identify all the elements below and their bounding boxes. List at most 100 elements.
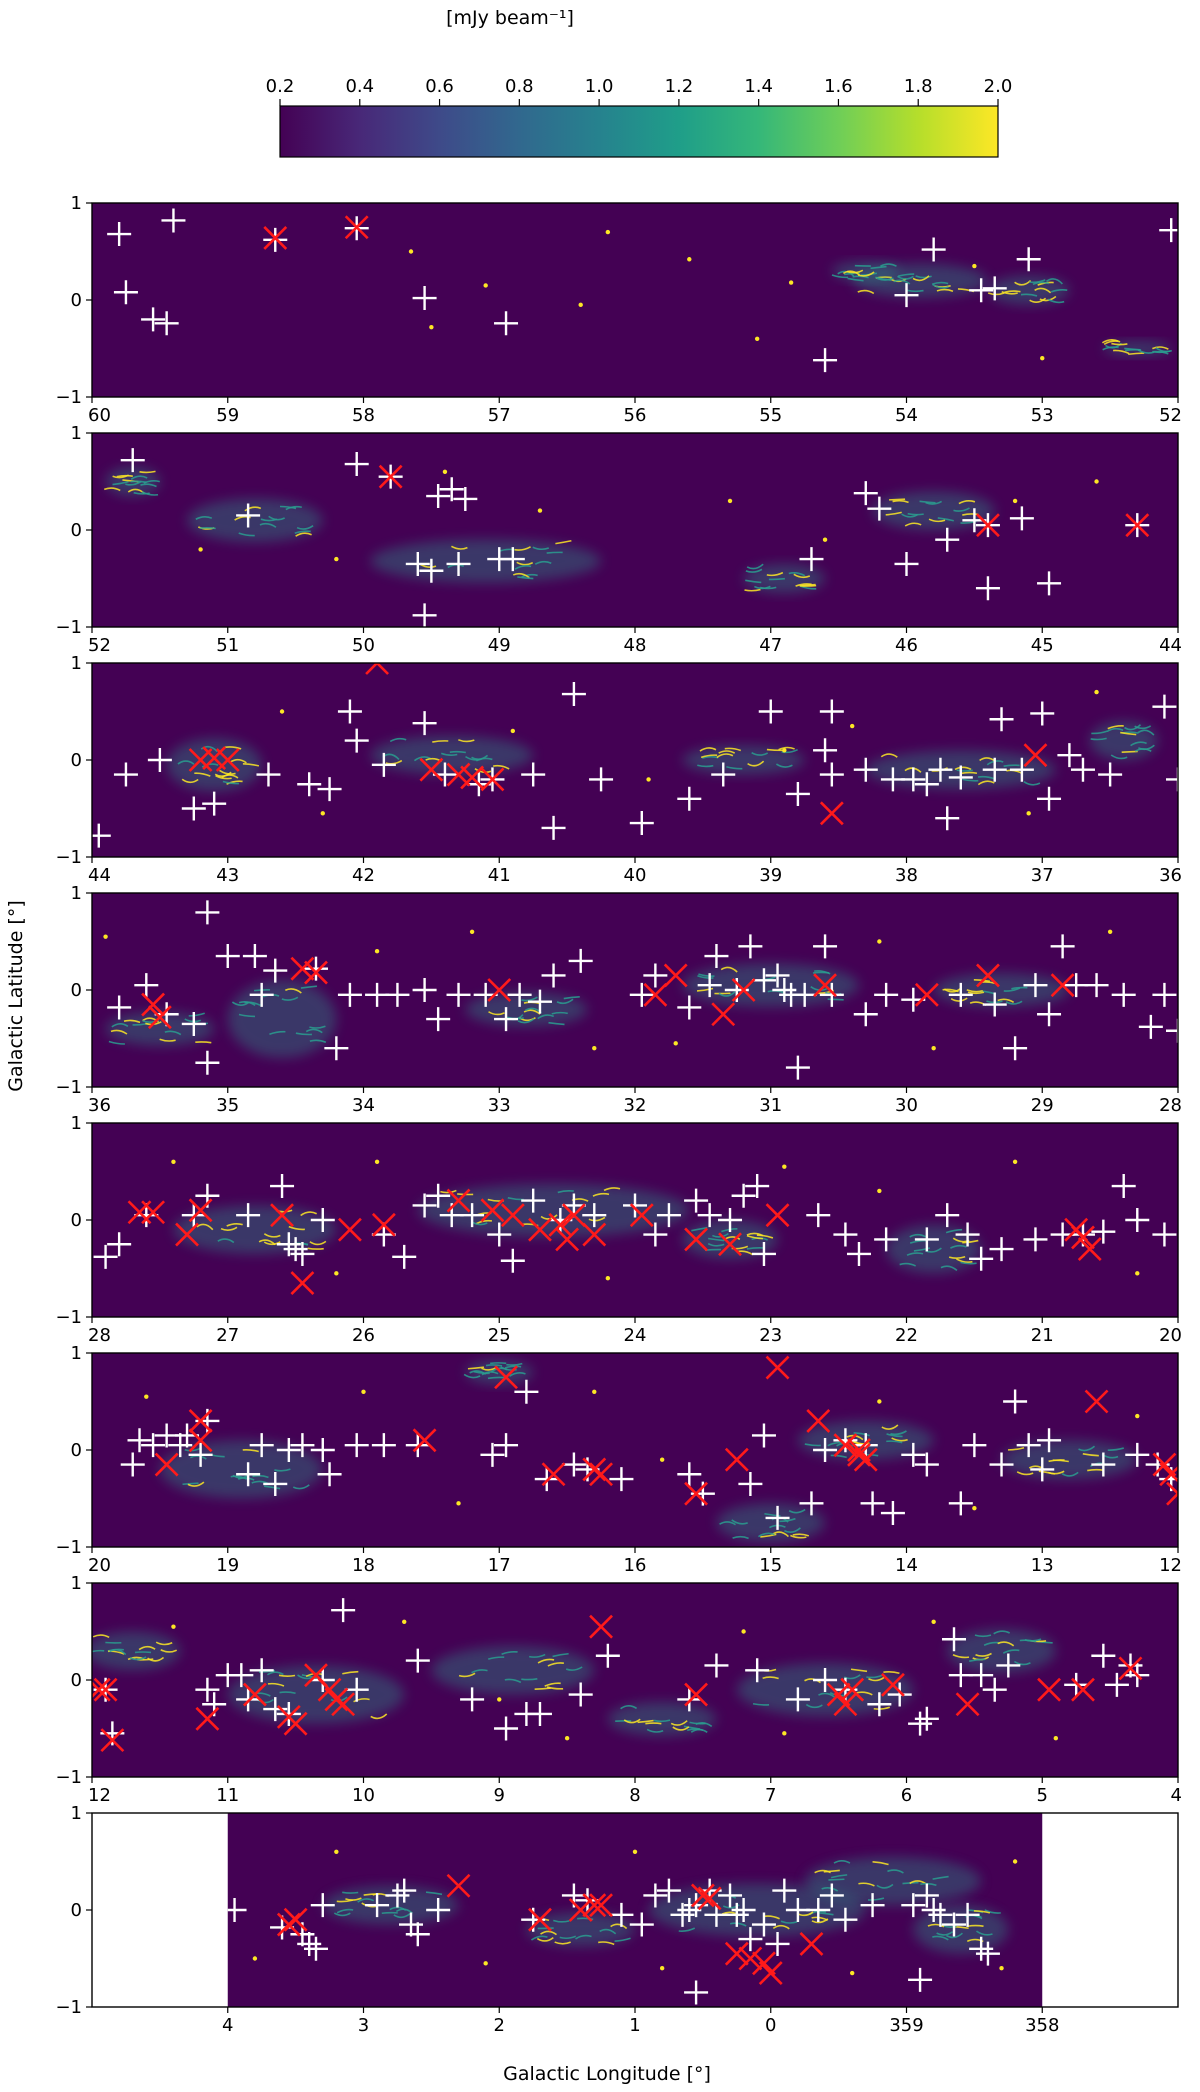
white-plus-marker <box>846 1241 871 1266</box>
red-cross-marker <box>378 464 403 489</box>
x-tick-label: 359 <box>889 2015 923 2036</box>
emission-filament <box>745 579 762 584</box>
white-plus-marker <box>982 276 1007 301</box>
emission-filament <box>699 747 717 752</box>
white-plus-marker <box>405 551 430 576</box>
white-plus-marker <box>969 1663 994 1688</box>
colorbar-tick-label: 2.0 <box>984 76 1013 97</box>
red-cross-marker <box>819 801 844 826</box>
emission-filament <box>732 1535 749 1540</box>
white-plus-marker <box>385 982 410 1007</box>
emission-filament <box>997 998 1015 1004</box>
emission-filament <box>300 1211 318 1217</box>
white-plus-marker <box>860 1893 885 1918</box>
emission-filament <box>532 546 550 551</box>
emission-filament <box>745 568 763 573</box>
white-plus-marker <box>908 1711 933 1736</box>
y-tick-label: 1 <box>71 1113 82 1134</box>
emission-filament <box>752 1702 770 1706</box>
emission-filament <box>897 275 914 280</box>
emission-filament <box>842 270 860 276</box>
emission-filament <box>1050 289 1068 293</box>
white-plus-marker <box>677 995 702 1020</box>
emission-filament <box>925 500 943 505</box>
emission-filament <box>1110 754 1128 760</box>
white-plus-marker <box>609 1902 634 1927</box>
compact-source <box>782 1731 787 1736</box>
emission-filament <box>487 1656 505 1660</box>
white-plus-marker <box>623 1193 647 1218</box>
white-plus-marker <box>385 1883 410 1908</box>
emission-filament <box>804 1678 822 1684</box>
x-tick-label: 40 <box>624 865 647 886</box>
red-cross-marker <box>582 1457 607 1482</box>
white-plus-marker <box>120 1452 145 1477</box>
emission-filament <box>956 1258 973 1263</box>
x-tick-label: 15 <box>759 1555 782 1576</box>
red-cross-marker <box>663 963 688 988</box>
emission-filament <box>530 1935 548 1941</box>
emission-filament <box>451 545 468 550</box>
emission-filament <box>112 480 129 486</box>
emission-filament <box>766 748 783 752</box>
white-plus-marker <box>643 1222 668 1247</box>
emission-filament <box>1013 1660 1031 1666</box>
white-plus-marker <box>426 1007 451 1032</box>
white-plus-marker <box>989 1452 1014 1477</box>
emission-filament <box>943 988 961 993</box>
white-plus-marker <box>412 603 437 627</box>
emission-filament <box>932 1875 949 1880</box>
white-plus-marker <box>582 1203 607 1228</box>
compact-source <box>198 547 203 552</box>
white-plus-marker <box>955 1902 980 1927</box>
x-tick-label: 14 <box>895 1555 918 1576</box>
emission-filament <box>853 1432 870 1437</box>
emission-filament <box>962 1239 979 1244</box>
emission-filament <box>790 1534 807 1539</box>
compact-source <box>497 1697 502 1702</box>
white-plus-marker <box>1166 767 1178 792</box>
white-plus-marker <box>643 1883 668 1908</box>
emission-filament <box>278 1674 296 1678</box>
emission-filament <box>876 1883 894 1889</box>
emission-filament <box>772 1924 790 1930</box>
white-plus-marker <box>494 1433 519 1458</box>
emission-filament <box>966 989 983 993</box>
white-plus-marker <box>446 551 471 576</box>
red-cross-marker <box>344 215 369 240</box>
emission-filament <box>231 1001 249 1006</box>
white-plus-marker <box>303 956 328 981</box>
emission-filament <box>111 1022 129 1028</box>
emission-filament <box>336 1908 354 1914</box>
white-plus-marker <box>405 1433 430 1458</box>
emission-filament <box>1152 346 1169 350</box>
emission-filament <box>1019 1639 1037 1643</box>
emission-filament <box>181 778 199 784</box>
emission-filament <box>565 1666 583 1671</box>
emission-filament <box>1113 349 1130 355</box>
emission-filament <box>760 1533 777 1538</box>
white-plus-marker <box>412 711 437 736</box>
white-plus-marker <box>874 982 899 1007</box>
emission-filament <box>517 576 534 580</box>
white-plus-marker <box>195 1677 220 1702</box>
white-plus-marker <box>609 1467 634 1492</box>
emission-filament <box>889 498 906 501</box>
emission-filament <box>907 289 924 293</box>
emission-filament <box>751 751 769 756</box>
white-plus-marker <box>901 767 926 792</box>
white-plus-marker <box>894 283 919 308</box>
emission-filament <box>140 483 157 488</box>
emission-filament <box>294 530 311 534</box>
emission-filament <box>182 1482 199 1486</box>
emission-filament <box>195 516 213 520</box>
white-plus-marker <box>751 968 776 993</box>
compact-source <box>782 748 787 753</box>
white-plus-marker <box>168 1433 193 1458</box>
white-plus-marker <box>813 934 838 959</box>
emission-filament <box>885 511 902 516</box>
y-tick-label: 1 <box>71 1343 82 1364</box>
white-plus-marker <box>704 1653 729 1678</box>
emission-filament <box>504 1365 522 1369</box>
emission-filament <box>279 1691 296 1695</box>
